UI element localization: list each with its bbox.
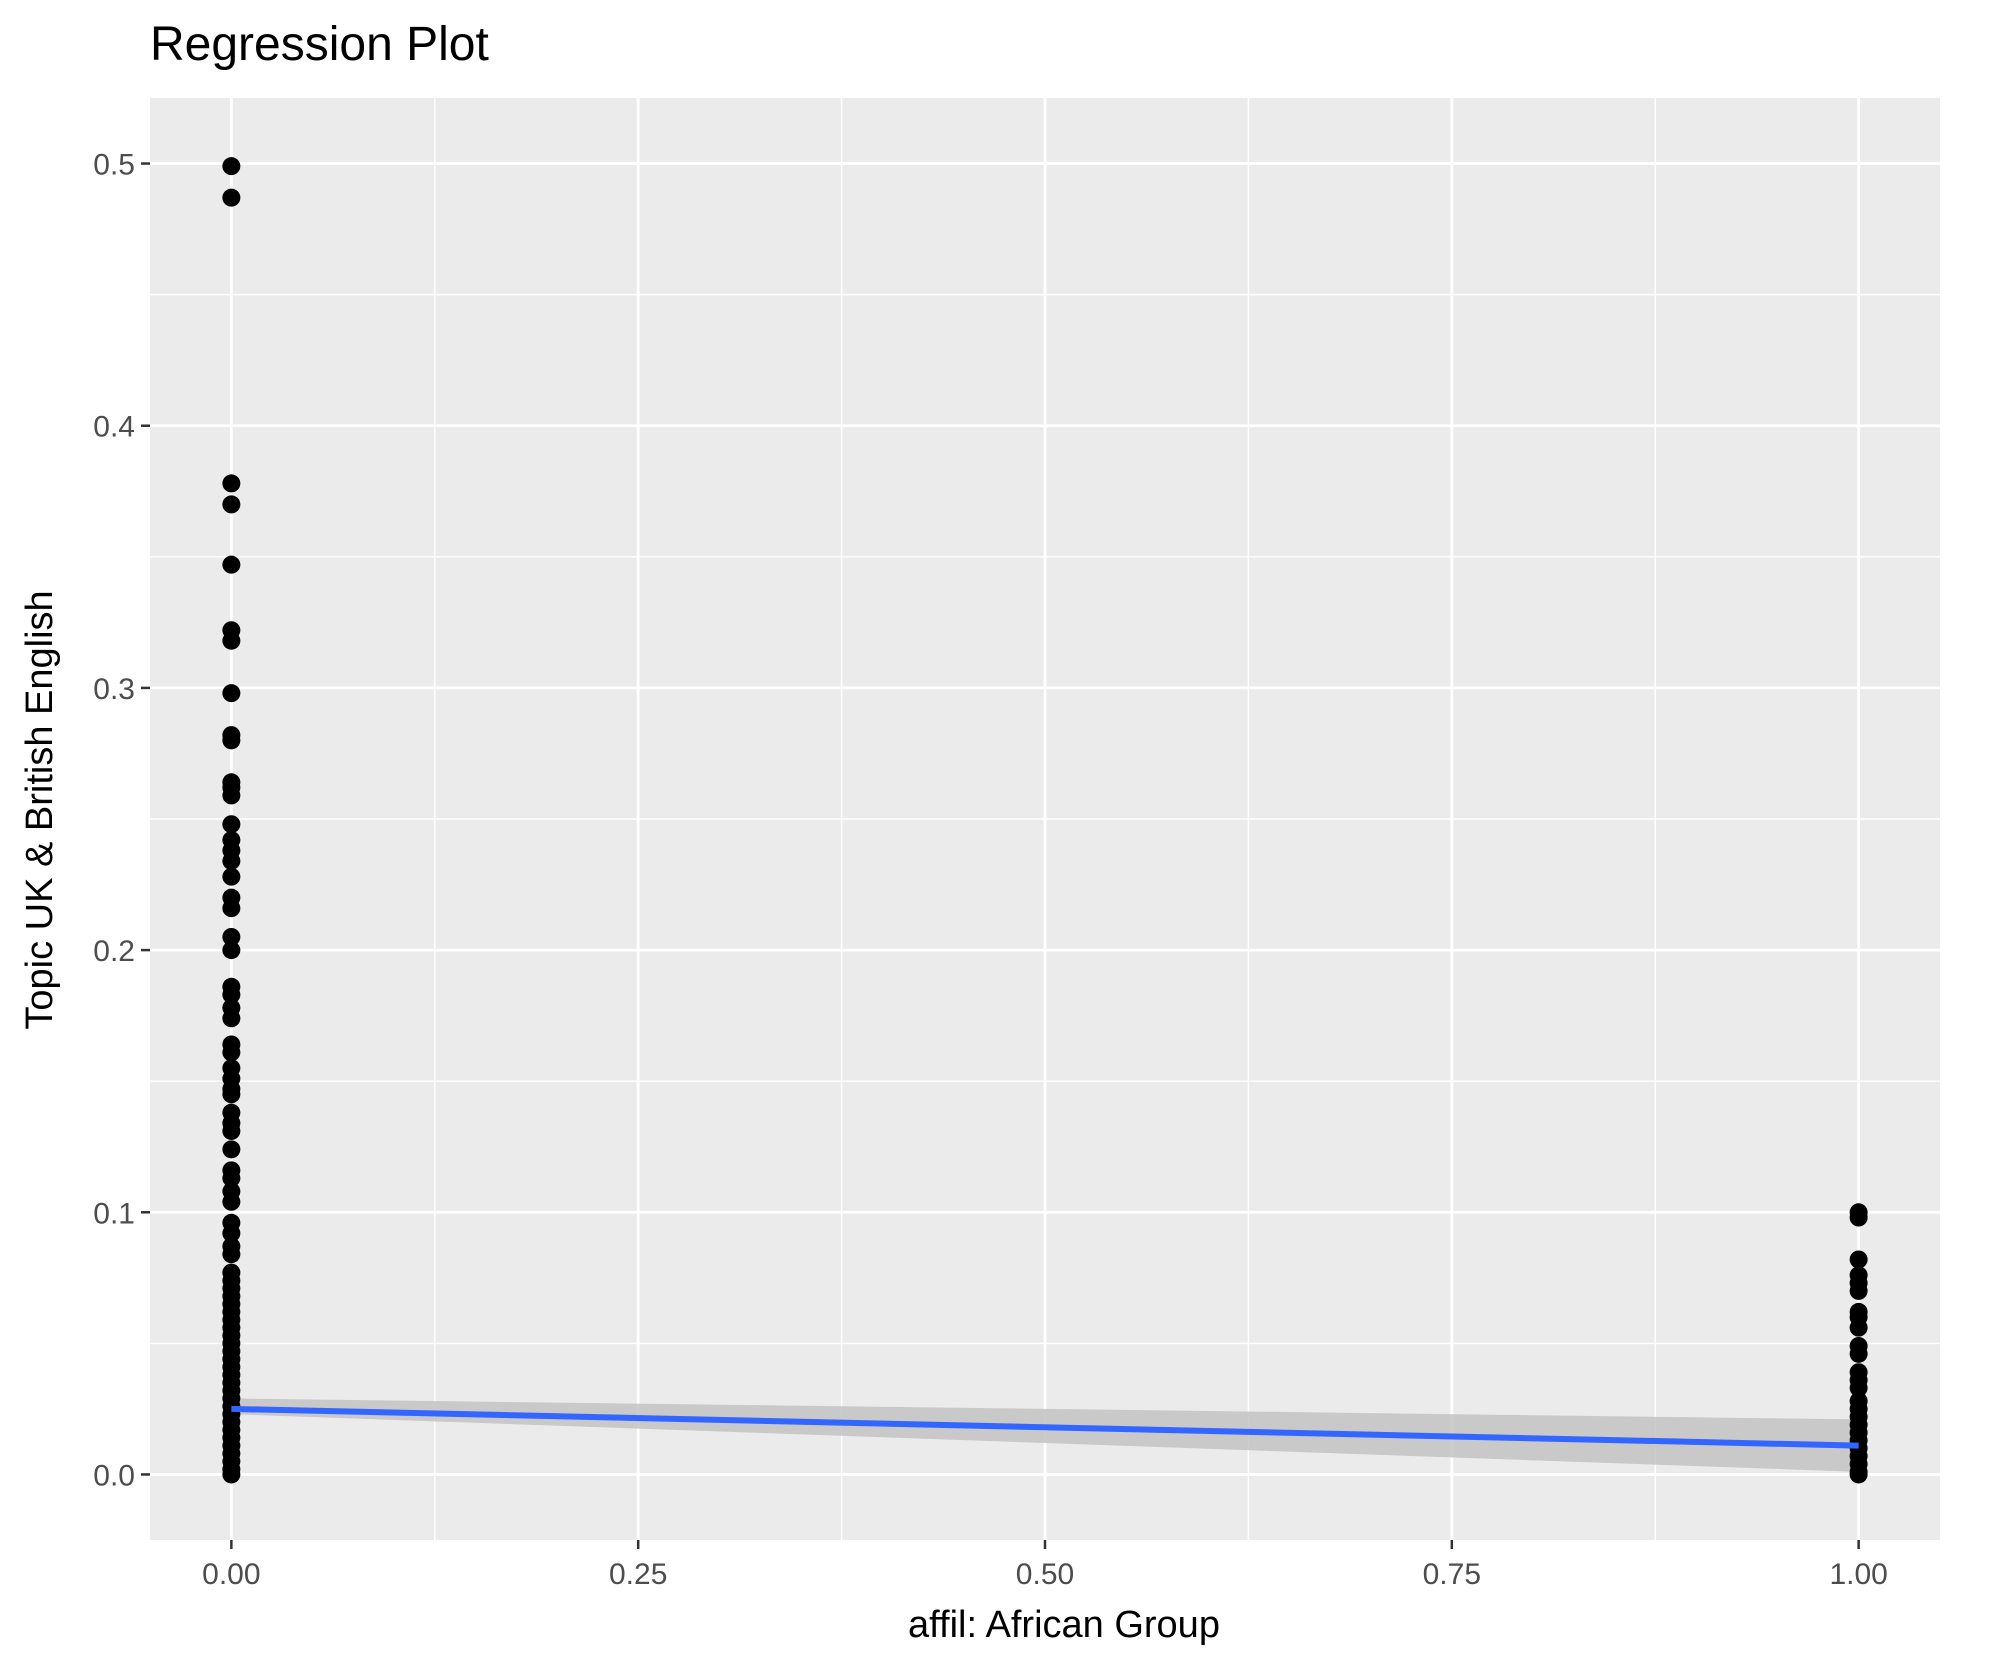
y-axis-title: Topic UK & British English [19, 590, 61, 1029]
data-point [222, 941, 241, 960]
data-point [222, 684, 241, 703]
data-point [222, 1245, 241, 1264]
y-tick-label: 0.0 [93, 1459, 135, 1492]
data-point [222, 1043, 241, 1062]
y-tick-label: 0.2 [93, 935, 135, 968]
data-point [222, 927, 241, 946]
data-point [222, 157, 241, 176]
y-tick-label: 0.3 [93, 673, 135, 706]
x-tick-label: 0.50 [1016, 1558, 1074, 1591]
data-point [1849, 1250, 1868, 1269]
chart-title: Regression Plot [150, 18, 489, 71]
regression-line [231, 1405, 1859, 1449]
data-point [222, 631, 241, 650]
regression-line-group [231, 1405, 1859, 1449]
x-axis-ticks: 0.00 0.25 0.50 0.75 1.00 [202, 1540, 1888, 1591]
data-point [222, 851, 241, 870]
y-tick-label: 0.1 [93, 1197, 135, 1230]
y-tick-label: 0.5 [93, 149, 135, 182]
data-point [222, 985, 241, 1004]
data-point [222, 815, 241, 834]
data-point [222, 188, 241, 207]
data-point [222, 867, 241, 886]
y-axis-ticks: 0.0 0.1 0.2 0.3 0.4 0.5 [93, 149, 150, 1492]
data-point [222, 786, 241, 805]
data-point [222, 1224, 241, 1243]
data-point [222, 1121, 241, 1140]
x-tick-label: 0.25 [609, 1558, 667, 1591]
data-point [222, 1192, 241, 1211]
data-point [1849, 1318, 1868, 1337]
data-point [1849, 1344, 1868, 1363]
data-point [222, 1169, 241, 1188]
data-point [222, 474, 241, 493]
data-point [222, 495, 241, 514]
x-axis-title: affil: African Group [908, 1604, 1220, 1646]
data-point [222, 731, 241, 750]
data-point [222, 1465, 241, 1484]
scatter-points [222, 157, 1868, 1484]
data-point [1849, 1208, 1868, 1227]
data-point [222, 1140, 241, 1159]
data-point [1849, 1281, 1868, 1300]
data-point [222, 1085, 241, 1104]
data-point [1849, 1465, 1868, 1484]
x-tick-label: 0.75 [1423, 1558, 1481, 1591]
data-point [1849, 1378, 1868, 1397]
x-tick-label: 0.00 [202, 1558, 260, 1591]
data-point [222, 555, 241, 574]
data-point [222, 1009, 241, 1028]
y-tick-label: 0.4 [93, 411, 135, 444]
data-point [222, 899, 241, 918]
x-tick-label: 1.00 [1829, 1558, 1887, 1591]
